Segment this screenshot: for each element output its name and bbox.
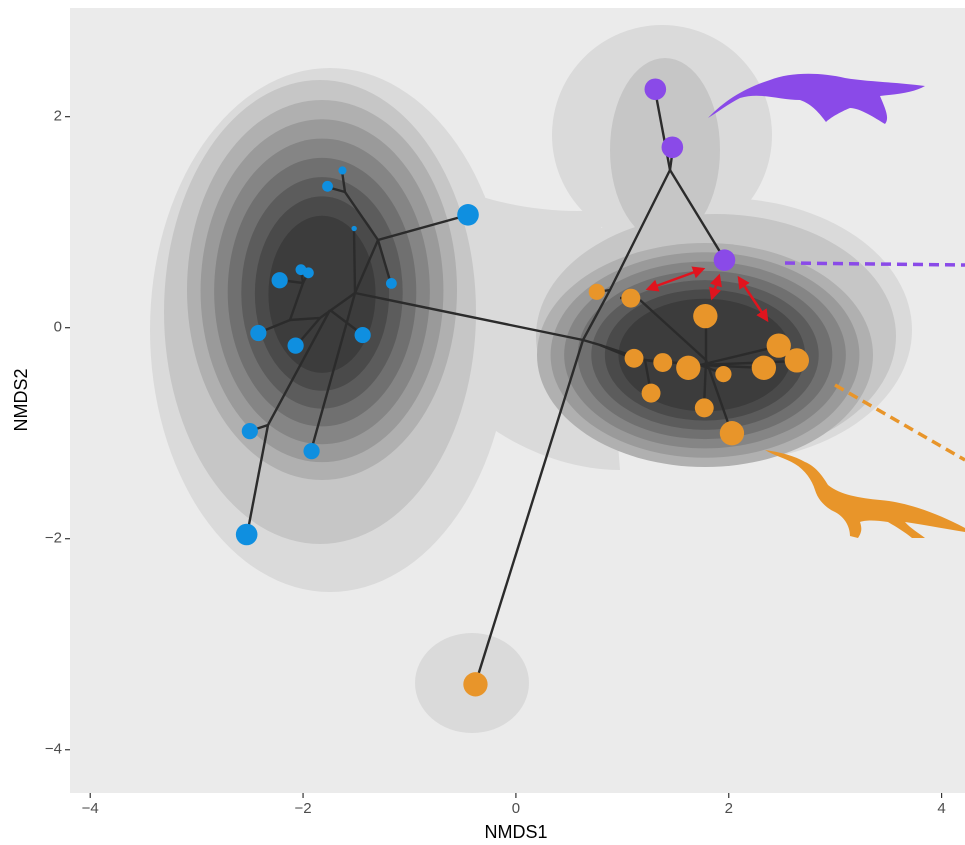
- point: [693, 304, 717, 328]
- page: −4−2024−4−202 NMDS1 NMDS2 (() => { const…: [0, 0, 965, 845]
- point: [386, 278, 397, 289]
- point: [645, 78, 667, 100]
- point: [714, 249, 736, 271]
- point: [676, 356, 700, 380]
- point: [653, 353, 672, 372]
- point: [250, 325, 266, 341]
- point: [695, 398, 714, 417]
- point: [303, 267, 314, 278]
- point: [272, 272, 288, 288]
- y-tick-label: 2: [54, 108, 62, 125]
- point: [355, 327, 371, 343]
- point: [288, 338, 304, 354]
- point: [720, 421, 744, 445]
- point: [322, 181, 333, 192]
- point: [338, 166, 346, 174]
- point: [752, 356, 776, 380]
- x-tick-label: 2: [725, 800, 733, 817]
- x-tick-label: 4: [937, 800, 945, 817]
- point: [457, 204, 479, 226]
- y-tick-label: −2: [45, 530, 62, 547]
- point: [642, 384, 661, 403]
- point: [589, 284, 605, 300]
- branch: [354, 229, 355, 293]
- point: [621, 289, 640, 308]
- point: [715, 366, 731, 382]
- point: [236, 524, 258, 546]
- y-axis-title: NMDS2: [11, 368, 31, 431]
- point: [242, 423, 258, 439]
- point: [351, 226, 356, 231]
- point: [662, 136, 684, 158]
- point: [785, 348, 809, 372]
- point: [303, 443, 319, 459]
- point: [625, 349, 644, 368]
- x-axis-title: NMDS1: [484, 822, 547, 842]
- y-tick-label: −4: [45, 741, 62, 758]
- point: [463, 672, 487, 696]
- x-tick-label: 0: [512, 800, 520, 817]
- y-tick-label: 0: [54, 319, 62, 336]
- x-tick-label: −2: [295, 800, 312, 817]
- x-tick-label: −4: [82, 800, 99, 817]
- chart: −4 −2 0 2 4 −4 −2 0 2 NMDS1 NMDS2: [0, 0, 965, 845]
